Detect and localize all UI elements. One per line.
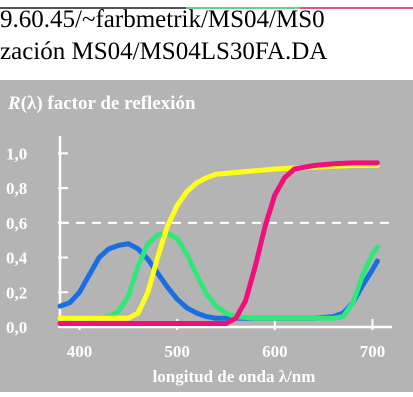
x-tick-label: 700 bbox=[360, 342, 386, 361]
series-line-magenta bbox=[57, 160, 380, 326]
x-tick-label: 600 bbox=[262, 342, 288, 361]
y-tick-label: 0,2 bbox=[6, 283, 27, 302]
chart-panel: R(λ) factor de reflexión 0,0 0,2 0,4 0,6 0,8… bbox=[0, 80, 413, 392]
series-line-green bbox=[57, 230, 380, 321]
x-tick-label: 500 bbox=[164, 342, 190, 361]
header-rule-graphic bbox=[0, 7, 413, 9]
y-tick-label: 0,0 bbox=[6, 318, 27, 337]
chart-tick-labels: 0,0 0,2 0,4 0,6 0,8 1,0 400 500 600 700 bbox=[6, 144, 385, 361]
header-rule bbox=[0, 0, 413, 9]
chart-series bbox=[57, 160, 380, 326]
chart-title: R(λ) factor de reflexión bbox=[7, 93, 196, 114]
series-line-yellow bbox=[57, 163, 380, 321]
x-tick-label: 400 bbox=[67, 342, 93, 361]
header-filename: zación MS04/MS04LS30FA.DA bbox=[0, 38, 328, 65]
y-tick-label: 0,8 bbox=[6, 179, 27, 198]
reflectance-chart: R(λ) factor de reflexión 0,0 0,2 0,4 0,6 0,8… bbox=[6, 93, 392, 386]
y-tick-label: 1,0 bbox=[6, 144, 27, 163]
y-tick-label: 0,6 bbox=[6, 214, 27, 233]
series-line-blue bbox=[57, 241, 380, 321]
chart-title-rest: (λ) factor de reflexión bbox=[21, 93, 196, 114]
chart-title-symbol: R bbox=[7, 93, 21, 114]
header-url: 9.60.45/~farbmetrik/MS04/MS0 bbox=[0, 6, 325, 33]
y-tick-label: 0,4 bbox=[6, 249, 28, 268]
x-axis-label: longitud de onda λ/nm bbox=[153, 367, 316, 386]
